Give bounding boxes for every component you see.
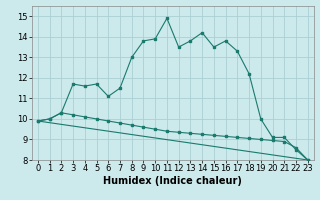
X-axis label: Humidex (Indice chaleur): Humidex (Indice chaleur)	[103, 176, 242, 186]
